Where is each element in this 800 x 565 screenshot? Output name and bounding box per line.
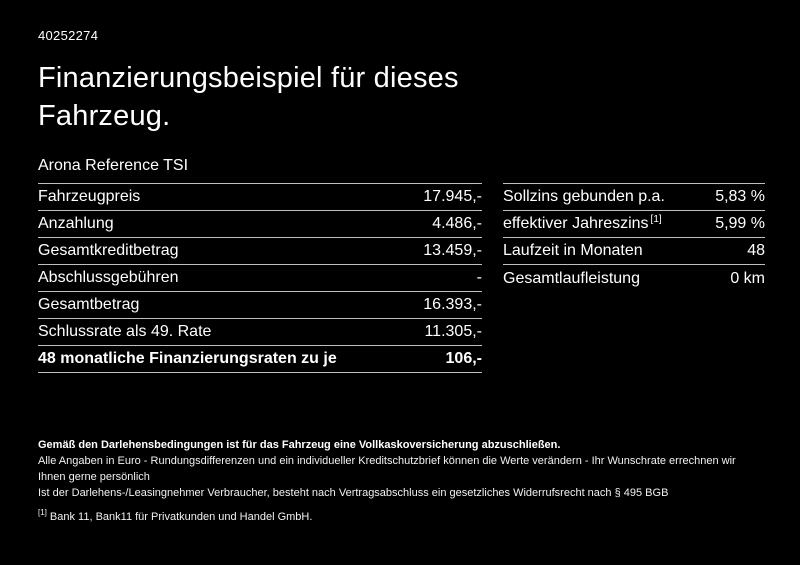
footnote-insurance: Gemäß den Darlehensbedingungen ist für d… <box>38 439 561 451</box>
row-value: 106,- <box>445 350 482 367</box>
row-label: Gesamtkreditbetrag <box>38 242 179 259</box>
footnote-bank: [1] Bank 11, Bank11 für Privatkunden und … <box>38 508 313 523</box>
table-row: Laufzeit in Monaten 48 <box>503 238 765 265</box>
row-label: Fahrzeugpreis <box>38 188 141 205</box>
row-value: - <box>476 269 482 286</box>
financing-tables: Fahrzeugpreis 17.945,- Anzahlung 4.486,-… <box>38 183 765 373</box>
table-row: Gesamtkreditbetrag 13.459,- <box>38 238 482 265</box>
row-value: 13.459,- <box>423 242 482 259</box>
page-title: Finanzierungsbeispiel für dieses Fahrzeu… <box>38 62 459 132</box>
row-value: 11.305,- <box>424 323 482 340</box>
row-value: 5,83 % <box>715 188 765 205</box>
row-value: 5,99 % <box>715 215 765 232</box>
footnote-line-2: Ist der Darlehens-/Leasingnehmer Verbrau… <box>38 487 669 499</box>
footnotes: Gemäß den Darlehensbedingungen ist für d… <box>38 437 765 525</box>
row-label: Gesamtbetrag <box>38 296 140 313</box>
table-row: Sollzins gebunden p.a. 5,83 % <box>503 184 765 211</box>
table-row: Gesamtlaufleistung 0 km <box>503 265 765 292</box>
row-value: 48 <box>747 242 765 259</box>
table-row: Abschlussgebühren - <box>38 265 482 292</box>
footnote-marker: [1] <box>38 508 47 518</box>
footnote-marker: [1] <box>650 213 662 225</box>
table-row: Gesamtbetrag 16.393,- <box>38 292 482 319</box>
row-label: 48 monatliche Finanzierungsraten zu je <box>38 350 337 367</box>
financing-table-left: Fahrzeugpreis 17.945,- Anzahlung 4.486,-… <box>38 183 482 373</box>
row-value: 17.945,- <box>423 188 482 205</box>
document-id: 40252274 <box>38 28 99 43</box>
row-label: Sollzins gebunden p.a. <box>503 188 665 205</box>
table-row: Anzahlung 4.486,- <box>38 211 482 238</box>
row-label: Laufzeit in Monaten <box>503 242 643 259</box>
table-row: effektiver Jahreszins [1] 5,99 % <box>503 211 765 238</box>
row-label: effektiver Jahreszins [1] <box>503 213 662 232</box>
row-label: Abschlussgebühren <box>38 269 179 286</box>
footnote-line-1: Alle Angaben in Euro - Rundungsdifferenz… <box>38 455 736 483</box>
row-label: Gesamtlaufleistung <box>503 269 640 287</box>
row-value: 0 km <box>730 269 765 287</box>
financing-table-right: Sollzins gebunden p.a. 5,83 % effektiver… <box>503 183 765 292</box>
vehicle-model: Arona Reference TSI <box>38 157 189 174</box>
table-row-monthly-rate: 48 monatliche Finanzierungsraten zu je 1… <box>38 346 482 373</box>
table-row: Fahrzeugpreis 17.945,- <box>38 184 482 211</box>
row-label: Anzahlung <box>38 215 114 232</box>
row-label: Schlussrate als 49. Rate <box>38 323 212 340</box>
row-value: 4.486,- <box>432 215 482 232</box>
row-value: 16.393,- <box>423 296 482 313</box>
table-row: Schlussrate als 49. Rate 11.305,- <box>38 319 482 346</box>
